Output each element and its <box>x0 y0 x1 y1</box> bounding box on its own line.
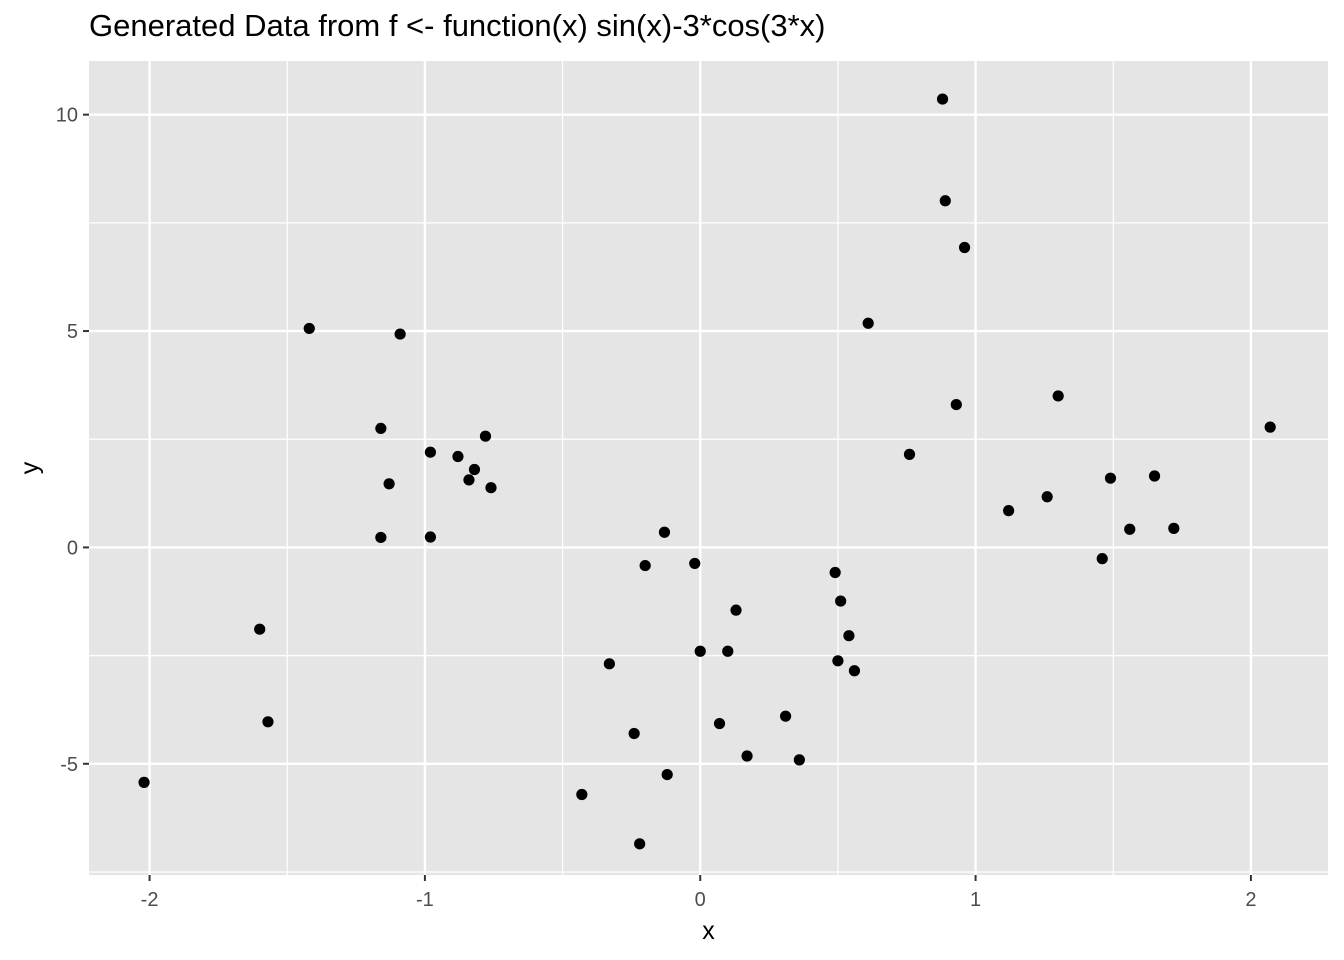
data-point <box>424 446 437 458</box>
data-point <box>950 399 962 411</box>
data-points <box>138 93 1276 850</box>
data-point <box>843 630 855 642</box>
data-point <box>936 93 949 105</box>
y-axis-ticks: -5 0 5 10 <box>56 105 89 776</box>
data-point <box>485 482 497 494</box>
data-point <box>424 531 437 543</box>
data-point <box>661 769 673 781</box>
data-point <box>1104 472 1117 484</box>
data-point <box>939 195 951 207</box>
data-point <box>375 422 387 435</box>
data-point <box>793 754 805 766</box>
data-point <box>452 450 464 463</box>
minor-gridlines <box>89 61 1328 875</box>
data-point <box>1052 390 1064 402</box>
data-point <box>1124 523 1136 535</box>
x-tick-label: -1 <box>416 889 434 911</box>
x-tick-label: 2 <box>1245 889 1256 911</box>
data-point <box>779 710 792 722</box>
data-point <box>628 727 640 740</box>
major-gridlines <box>89 61 1328 875</box>
data-point <box>303 322 315 335</box>
data-point <box>689 557 701 570</box>
data-point <box>1264 421 1276 433</box>
plot-panel <box>89 61 1328 875</box>
data-point <box>848 665 861 677</box>
data-point <box>903 448 916 460</box>
data-point <box>722 645 734 657</box>
data-point <box>383 478 395 490</box>
data-point <box>468 463 481 476</box>
x-tick-label: 1 <box>970 889 981 911</box>
data-point <box>479 430 492 442</box>
data-point <box>634 838 646 850</box>
data-point <box>576 788 588 801</box>
data-point <box>138 776 150 788</box>
chart-title: Generated Data from f <- function(x) sin… <box>89 8 826 43</box>
data-point <box>1148 470 1161 482</box>
data-point <box>958 241 971 254</box>
y-tick-label: -5 <box>60 754 78 776</box>
y-axis-title: y <box>16 461 44 474</box>
y-tick-label: 0 <box>67 537 78 559</box>
data-point <box>375 531 387 544</box>
x-axis-ticks: -2 -1 0 1 2 <box>141 875 1256 911</box>
data-point <box>862 317 874 329</box>
data-point <box>694 645 706 657</box>
data-point <box>832 655 844 667</box>
data-point <box>262 716 274 728</box>
data-point <box>394 328 406 340</box>
x-axis-title: x <box>702 917 715 945</box>
data-point <box>603 658 615 670</box>
data-point <box>1168 522 1180 534</box>
x-tick-label: 0 <box>695 889 706 911</box>
data-point <box>658 526 671 538</box>
data-point <box>254 623 266 635</box>
data-point <box>730 604 742 616</box>
data-point <box>741 750 753 762</box>
data-point <box>829 566 841 579</box>
y-tick-label: 5 <box>67 321 78 343</box>
data-point <box>1096 553 1108 565</box>
x-tick-label: -2 <box>141 889 159 911</box>
data-point <box>1003 505 1015 517</box>
data-point <box>639 559 651 572</box>
data-point <box>835 595 847 607</box>
data-point <box>1041 491 1053 503</box>
data-point <box>463 474 475 486</box>
y-tick-label: 10 <box>56 105 78 127</box>
data-point <box>713 717 726 730</box>
